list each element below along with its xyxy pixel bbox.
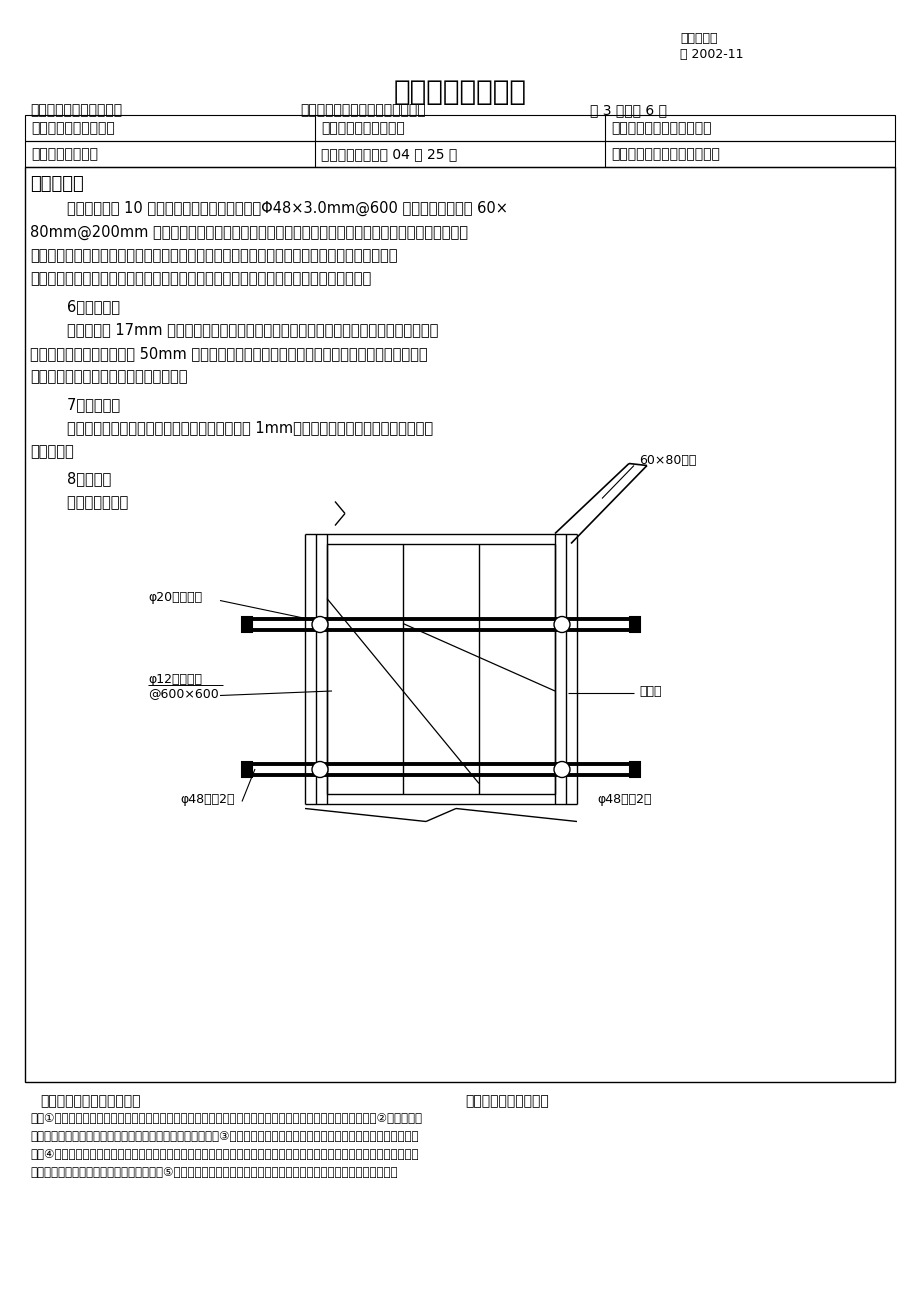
- Text: 柱梁模板加工必须满足尺寸，两对角线误差小于 1mm，尺寸过大的模板需进行刨边，否则: 柱梁模板加工必须满足尺寸，两对角线误差小于 1mm，尺寸过大的模板需进行刨边，否…: [30, 421, 433, 435]
- Text: 第 3 页，共 6 页: 第 3 页，共 6 页: [589, 103, 666, 117]
- Text: φ48钢管2根: φ48钢管2根: [596, 793, 651, 806]
- Bar: [25, 115, 894, 141]
- Text: 高度线一侧留出踏步侧板厚度定上木档。: 高度线一侧留出踏步侧板厚度定上木档。: [30, 370, 187, 384]
- Text: 交底地址：工地项目部办公室: 交底地址：工地项目部办公室: [610, 147, 719, 161]
- Text: 楼梯模板为 17mm 厚木制多层板，踏步侧板两端钉在梯段侧板木档上，靠墙的一端钉在反: 楼梯模板为 17mm 厚木制多层板，踏步侧板两端钉在梯段侧板木档上，靠墙的一端钉…: [30, 323, 437, 337]
- Text: 7、模板加工: 7、模板加工: [30, 397, 120, 411]
- Text: 则不刻意躲开柱头，只在该处将多层板锯开与柱尺寸相应洞口下垫方木作为柱头的龙骨。: 则不刻意躲开柱头，只在该处将多层板锯开与柱尺寸相应洞口下垫方木作为柱头的龙骨。: [30, 272, 371, 286]
- Circle shape: [553, 617, 570, 633]
- Text: 6、楼梯模板: 6、楼梯模板: [30, 299, 119, 314]
- Bar: [242, 617, 252, 631]
- Text: 80mm@200mm 双面刨光方木，为保证顶板的整体砼成型效果，将整个顶板的多层板按同一顺序，: 80mm@200mm 双面刨光方木，为保证顶板的整体砼成型效果，将整个顶板的多层…: [30, 224, 468, 240]
- Text: 顶板模板采用 10 厚度多层竹胶板，主龙骨采用Φ48×3.0mm@600 钢管，次龙骨选用 60×: 顶板模板采用 10 厚度多层竹胶板，主龙骨采用Φ48×3.0mm@600 钢管，…: [30, 201, 507, 216]
- Circle shape: [312, 617, 328, 633]
- Text: 求；④施工单位当前如无企业标准，可暂选用国家有关部委、省市及其他企业公开发布的标准，但选用标准的质量水平不得低: 求；④施工单位当前如无企业标准，可暂选用国家有关部委、省市及其他企业公开发布的标…: [30, 1148, 418, 1161]
- Text: 项目专业施工员：某某: 项目专业施工员：某某: [321, 121, 404, 135]
- Text: 同一方向对缝平铺，必须保证接缝处下方有龙骨，且拼缝严密，表面无错台现象，若与柱相交，: 同一方向对缝平铺，必须保证接缝处下方有龙骨，且拼缝严密，表面无错台现象，若与柱相…: [30, 247, 397, 263]
- Text: 施工单位技术交底人签字：: 施工单位技术交底人签字：: [40, 1094, 141, 1108]
- Text: 工程名称：某某长洲项目: 工程名称：某某长洲项目: [30, 103, 122, 117]
- Text: 项目专业质量检查员：某某: 项目专业质量检查员：某某: [610, 121, 710, 135]
- Text: 剪力墙支模图：: 剪力墙支模图：: [30, 495, 128, 510]
- Text: 专业班组长：某某: 专业班组长：某某: [31, 147, 98, 161]
- Text: 于国家现行施工质量验收规范的规定要求；⑤交底内容摘要，只填写已交待执行标准中的章、节标题和补充内容概要。: 于国家现行施工质量验收规范的规定要求；⑤交底内容摘要，只填写已交待执行标准中的章…: [30, 1167, 397, 1180]
- Text: 交底时间：某某年 04 月 25 日: 交底时间：某某年 04 月 25 日: [321, 147, 457, 161]
- Bar: [25, 141, 894, 167]
- Text: 竹胶板: 竹胶板: [639, 685, 661, 698]
- Text: 有编制人、批准人、批准时间、执行时间、标准名称及编号；③企业标准的质量水平不得低于国家施工质量验收规范的规定要: 有编制人、批准人、批准时间、执行时间、标准名称及编号；③企业标准的质量水平不得低…: [30, 1130, 418, 1143]
- Text: 60×80木枋: 60×80木枋: [639, 453, 696, 466]
- Text: 注：①执行标准名称及编号系指施工单位自行制定的企业标准（如施工操作工艺标准、工法等）的名称、编号；②企业标准应: 注：①执行标准名称及编号系指施工单位自行制定的企业标准（如施工操作工艺标准、工法…: [30, 1112, 422, 1125]
- Text: φ12螺杆间距: φ12螺杆间距: [148, 673, 202, 686]
- Text: φ20塑料套管: φ20塑料套管: [148, 591, 202, 604]
- Text: 施工班组接受人签字：: 施工班组接受人签字：: [464, 1094, 548, 1108]
- Text: φ48钢管2根: φ48钢管2根: [180, 793, 234, 806]
- Bar: [630, 762, 640, 776]
- Text: 三角木上，踏步板龙骨采用 50mm 厚方木，制作时在梯段侧板内划出踏步形状与尺寸，并在踏步: 三角木上，踏步板龙骨采用 50mm 厚方木，制作时在梯段侧板内划出踏步形状与尺寸…: [30, 346, 427, 361]
- Text: 施工单位：某某建设集团有限公司: 施工单位：某某建设集团有限公司: [300, 103, 425, 117]
- Bar: [630, 617, 640, 631]
- Text: 交底内容：: 交底内容：: [30, 174, 84, 193]
- Circle shape: [553, 762, 570, 777]
- Text: 禁止使用。: 禁止使用。: [30, 444, 74, 460]
- Text: 8、附图：: 8、附图：: [30, 471, 111, 487]
- Text: 项目技术负责人：某某: 项目技术负责人：某某: [31, 121, 115, 135]
- Circle shape: [312, 762, 328, 777]
- Text: 施工技术交底记录: 施工技术交底记录: [393, 78, 526, 105]
- Text: @600×600: @600×600: [148, 687, 219, 700]
- Bar: [25, 167, 894, 1082]
- Text: 某某监统编: 某某监统编: [679, 33, 717, 46]
- Text: 施 2002-11: 施 2002-11: [679, 48, 743, 61]
- Bar: [242, 762, 252, 776]
